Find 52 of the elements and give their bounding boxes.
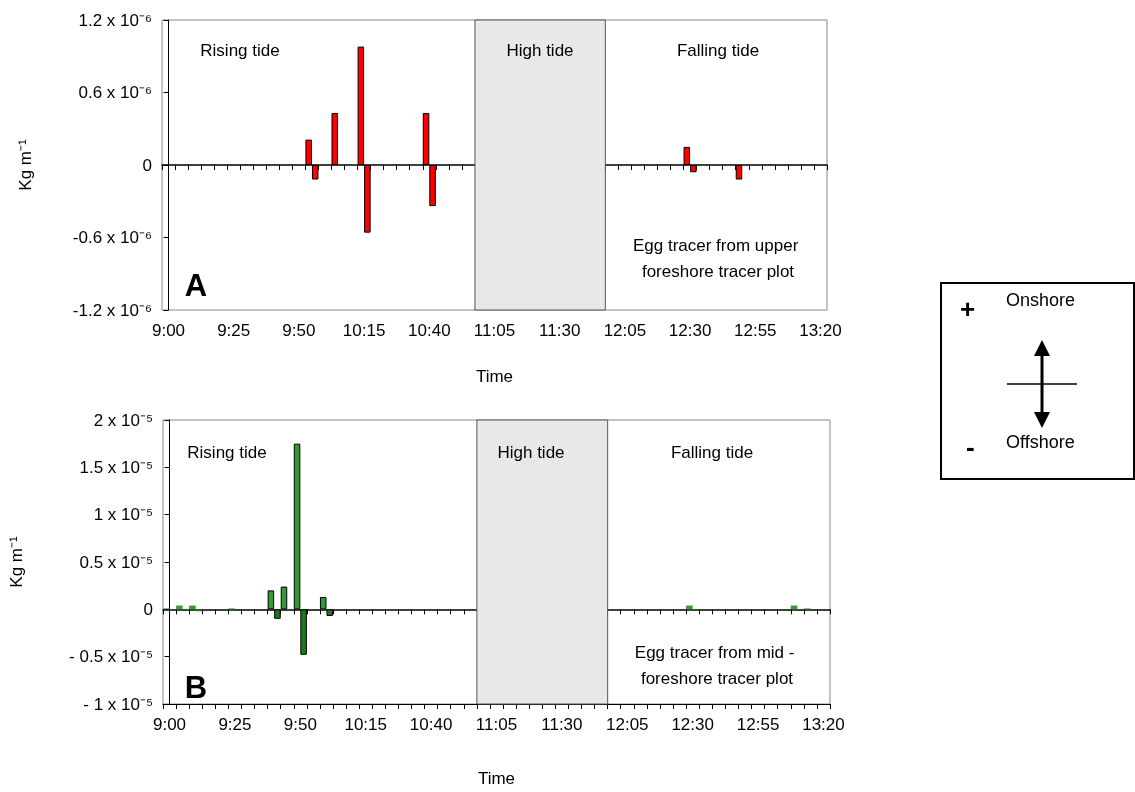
annotation: High tide	[506, 40, 574, 60]
x-tick-label: 10:40	[409, 715, 453, 734]
y-tick-label: 0	[142, 155, 152, 175]
x-tick-label: 9:00	[151, 321, 186, 340]
annotation: Egg tracer from upper foreshore tracer plot	[632, 235, 804, 281]
x-tick-label: 12:55	[736, 715, 780, 734]
annotation: Falling tide	[670, 442, 754, 462]
x-axis-title: Time	[477, 769, 516, 788]
y-tick-label: - 0.5 x 10⁻⁵	[69, 647, 153, 667]
text: Offshore	[1006, 432, 1075, 453]
x-tick-label: 11:05	[473, 321, 516, 340]
x-tick-label: 12:55	[734, 321, 777, 340]
annotation: Falling tide	[676, 40, 760, 60]
y-tick-label: 0.5 x 10⁻⁵	[79, 552, 153, 572]
annotation: High tide	[497, 442, 565, 462]
x-tick-label: 10:15	[342, 321, 386, 340]
x-tick-label: 11:30	[541, 715, 583, 734]
y-tick-label: 0	[143, 599, 153, 619]
annotation: Rising tide	[187, 442, 267, 462]
x-tick-label: 12:30	[671, 715, 714, 734]
y-tick-label: 0.6 x 10⁻⁶	[78, 83, 152, 102]
y-axis-title: Kg m⁻¹	[16, 138, 35, 191]
y-tick-label: 1 x 10⁻⁵	[93, 505, 153, 525]
annotation: A	[184, 267, 208, 303]
text: Onshore	[1006, 290, 1076, 311]
y-tick-label: 2 x 10⁻⁵	[93, 410, 153, 430]
x-tick-label: 10:15	[344, 715, 387, 734]
x-tick-label: 9:50	[283, 715, 317, 734]
y-tick-label: 1.5 x 10⁻⁵	[79, 457, 153, 477]
x-tick-label: 13:20	[802, 715, 845, 734]
annotation: B	[184, 669, 208, 705]
x-tick-label: 9:25	[218, 715, 252, 734]
x-tick-label: 9:00	[152, 715, 187, 734]
x-tick-label: 12:05	[603, 321, 647, 340]
x-tick-label: 9:50	[282, 321, 316, 340]
x-tick-label: 13:20	[799, 321, 842, 340]
annotation: Egg tracer from mid - foreshore tracer plot	[634, 642, 800, 688]
text: +	[960, 294, 976, 325]
x-tick-label: 12:30	[668, 321, 712, 340]
text: -	[966, 432, 975, 463]
x-tick-label: 11:30	[539, 321, 581, 340]
x-axis-title: Time	[475, 367, 514, 386]
y-tick-label: - 1 x 10⁻⁵	[83, 694, 153, 714]
y-tick-label: -0.6 x 10⁻⁶	[72, 228, 152, 247]
x-tick-label: 9:25	[217, 321, 251, 340]
y-tick-label: 1.2 x 10⁻⁶	[78, 10, 152, 30]
x-tick-label: 11:05	[475, 715, 518, 734]
annotation: Rising tide	[200, 40, 280, 60]
x-tick-label: 12:05	[606, 715, 649, 734]
x-tick-label: 10:40	[408, 321, 451, 340]
y-tick-label: -1.2 x 10⁻⁶	[72, 300, 152, 320]
y-axis-title: Kg m⁻¹	[7, 535, 26, 588]
